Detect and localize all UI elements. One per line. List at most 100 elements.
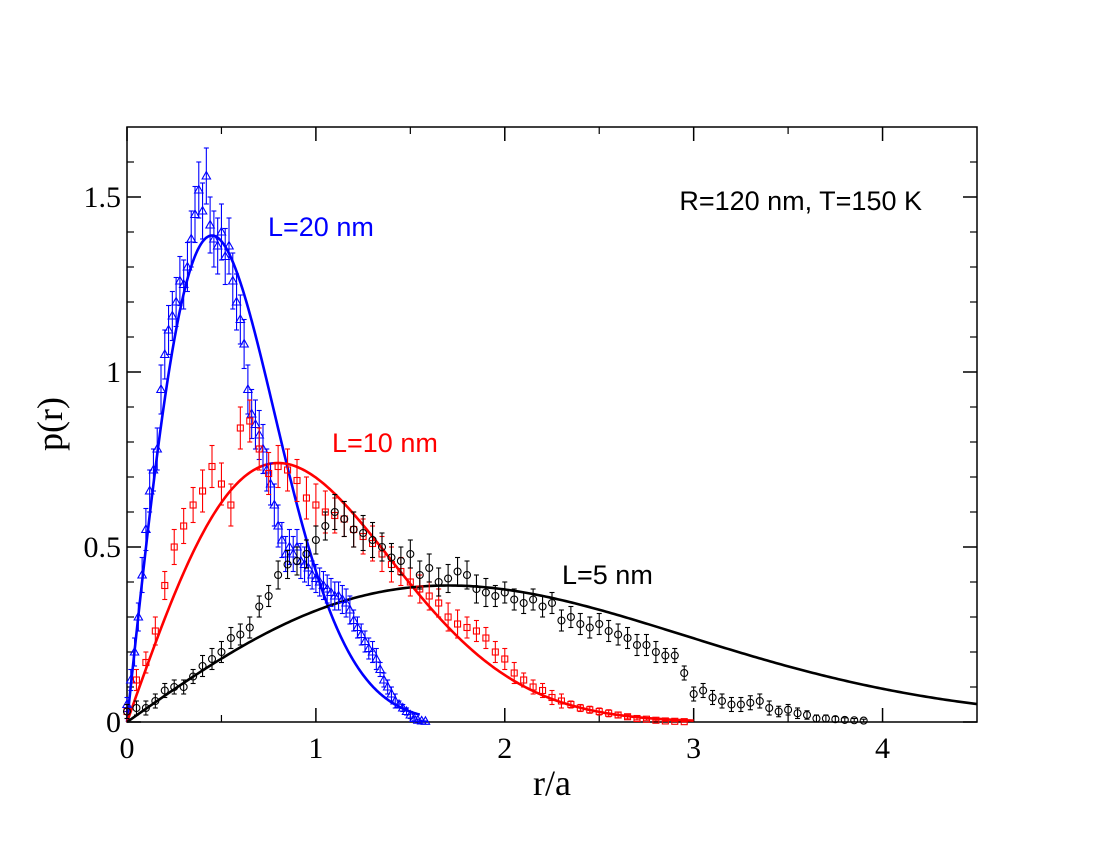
data-point	[136, 556, 148, 594]
data-point	[321, 511, 330, 541]
data-point	[322, 574, 333, 604]
data-point	[284, 448, 292, 492]
data-point	[680, 718, 688, 726]
data-point	[396, 546, 405, 576]
data-point	[386, 686, 397, 702]
data-point	[318, 570, 329, 601]
data-point	[217, 640, 226, 664]
data-point	[283, 549, 292, 580]
data-point	[269, 483, 280, 527]
data-point	[142, 651, 150, 674]
data-point	[765, 700, 774, 716]
data-point	[337, 584, 348, 615]
data-point	[160, 682, 169, 699]
data-point	[434, 567, 443, 597]
data-point	[293, 458, 301, 503]
data-point	[481, 577, 490, 608]
data-point	[529, 588, 538, 611]
data-point	[333, 581, 344, 611]
data-point	[567, 700, 575, 709]
data-point	[180, 507, 188, 545]
data-point	[151, 693, 160, 709]
data-point	[793, 707, 802, 720]
data-point	[129, 637, 140, 667]
data-point	[197, 182, 208, 240]
data-point	[520, 672, 528, 688]
data-point	[344, 595, 356, 625]
data-point	[208, 444, 216, 489]
data-point	[274, 444, 282, 489]
data-point	[651, 640, 660, 664]
data-point	[462, 560, 472, 590]
data-point	[246, 399, 254, 443]
data-point	[265, 451, 273, 496]
data-point	[642, 715, 650, 723]
data-point	[831, 715, 840, 724]
y-axis-label: p(r)	[30, 397, 70, 451]
data-point	[220, 227, 231, 286]
x-tick-label: 1	[308, 732, 323, 765]
data-point	[680, 665, 689, 681]
data-point	[472, 574, 481, 604]
tick-labels: 0 1 2 3 4 0 0.5 1 1.5	[84, 181, 891, 765]
data-point	[586, 705, 594, 714]
data-point	[708, 689, 717, 706]
data-point	[170, 679, 179, 695]
data-point	[415, 560, 424, 590]
data-point	[425, 553, 434, 583]
data-point	[340, 500, 349, 538]
data-point	[604, 619, 613, 643]
data-point	[453, 556, 462, 587]
data-point	[325, 577, 337, 608]
data-point	[727, 696, 736, 713]
data-point	[529, 679, 537, 695]
data-point	[227, 483, 235, 527]
data-point	[155, 364, 167, 415]
data-point	[167, 290, 178, 342]
data-point	[198, 654, 207, 678]
data-point	[170, 276, 182, 328]
data-point	[208, 210, 220, 268]
data-point	[699, 682, 708, 699]
data-point	[182, 241, 193, 293]
data-point	[472, 619, 480, 643]
data-point	[163, 304, 174, 356]
data-point	[292, 546, 302, 576]
data-point	[216, 203, 227, 261]
fit-curves	[125, 234, 978, 724]
data-point	[133, 602, 144, 632]
data-point	[850, 716, 859, 725]
data-point	[280, 535, 291, 573]
data-point	[199, 469, 207, 513]
data-markers	[121, 147, 868, 726]
data-point	[840, 715, 849, 724]
data-point	[671, 717, 679, 725]
data-point	[302, 539, 311, 569]
data-point	[174, 255, 186, 307]
data-point	[226, 626, 235, 650]
data-point	[661, 647, 670, 664]
y-tick-label: 0.5	[84, 531, 122, 564]
data-point	[717, 693, 727, 709]
data-point	[122, 703, 132, 720]
x-tick-label: 0	[120, 732, 135, 765]
x-axis-label: r/a	[533, 763, 571, 803]
data-point	[245, 616, 254, 639]
data-point	[802, 710, 812, 720]
data-point	[538, 595, 547, 618]
data-point	[387, 542, 396, 573]
data-point	[352, 616, 363, 639]
data-point	[821, 714, 830, 723]
data-point	[238, 318, 250, 370]
y-tick-label: 1.5	[84, 181, 122, 214]
data-point	[141, 700, 150, 716]
data-point	[207, 647, 217, 671]
data-point	[356, 623, 367, 646]
data-point	[227, 252, 238, 310]
data-point	[491, 584, 500, 608]
data-point	[189, 185, 201, 244]
data-point	[605, 709, 613, 718]
data-point	[246, 388, 257, 440]
data-point	[193, 161, 204, 219]
